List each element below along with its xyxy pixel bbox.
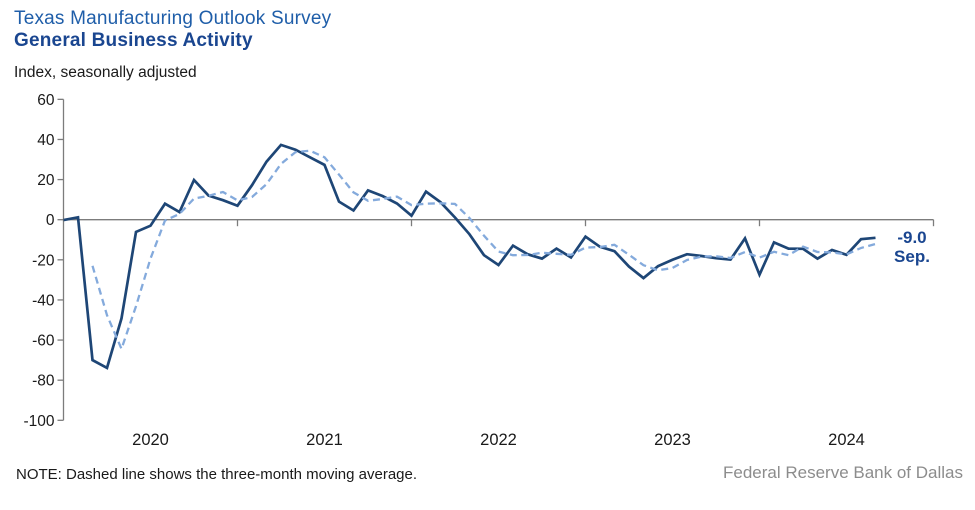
source-attribution: Federal Reserve Bank of Dallas — [722, 463, 963, 482]
y-tick-label: 0 — [46, 212, 55, 229]
series-moving-average-line — [91, 149, 876, 351]
latest-month-label: Sep. — [894, 247, 930, 266]
y-tick-label: -100 — [23, 413, 54, 430]
y-axis-units-label: Index, seasonally adjusted — [14, 64, 197, 81]
x-year-label: 2024 — [828, 431, 865, 449]
y-tick-label: -80 — [32, 373, 55, 390]
x-year-label: 2022 — [480, 431, 517, 449]
x-year-label: 2020 — [132, 431, 169, 449]
y-tick-label: 60 — [37, 92, 55, 109]
latest-value-annotation: -9.0 Sep. — [884, 228, 940, 266]
chart-title: Texas Manufacturing Outlook Survey — [14, 8, 332, 29]
y-tick-label: -20 — [32, 252, 55, 269]
latest-value-label: -9.0 — [897, 228, 927, 247]
y-tick-label: -60 — [32, 333, 55, 350]
chart-subtitle: General Business Activity — [14, 30, 253, 51]
series-monthly-line — [63, 143, 876, 370]
x-year-label: 2023 — [654, 431, 691, 449]
y-tick-label: 20 — [37, 172, 55, 189]
x-year-label: 2021 — [306, 431, 343, 449]
y-tick-label: -40 — [32, 292, 55, 309]
footnote: NOTE: Dashed line shows the three-month … — [16, 466, 418, 483]
y-tick-label: 40 — [37, 132, 55, 149]
